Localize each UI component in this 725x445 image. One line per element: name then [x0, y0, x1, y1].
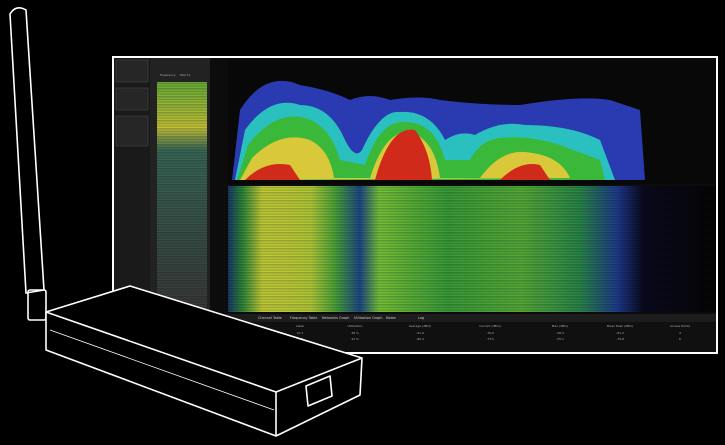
column-header: Average (dBm) — [409, 324, 432, 328]
column-header: Mean Peak (dBm) — [607, 324, 633, 328]
tab[interactable]: Channel Table — [258, 316, 282, 320]
table-cell: Ch 1 — [297, 331, 304, 335]
device-card — [115, 115, 149, 147]
tab[interactable]: Networks Graph — [322, 316, 349, 320]
table-cell: 38 % — [351, 331, 359, 335]
tab[interactable]: Frequency Table — [290, 316, 317, 320]
tab[interactable]: Log — [418, 316, 424, 320]
spectrum-density — [232, 80, 645, 180]
column-header: Max (dBm) — [552, 324, 568, 328]
column-header: Access Points — [670, 324, 691, 328]
table-cell: -55.1 — [556, 337, 564, 341]
table-cell: -76.0 — [486, 331, 494, 335]
table-cell: -73.5 — [486, 337, 494, 341]
table-cell: -58.3 — [556, 331, 564, 335]
tab-bar — [114, 314, 716, 322]
column-header: Utilization — [347, 324, 362, 328]
device-card — [115, 87, 149, 111]
tab[interactable]: Utilization Graph — [354, 316, 382, 320]
table-cell: -81.2 — [616, 331, 624, 335]
table-cell: 4 — [679, 331, 681, 335]
table-cell: -79.8 — [616, 337, 624, 341]
frequency-value: 802.11 — [180, 73, 191, 77]
table-cell: -89.4 — [416, 337, 424, 341]
column-header: Label — [296, 324, 304, 328]
antenna — [9, 6, 47, 321]
table-cell: -91.6 — [416, 331, 424, 335]
frequency-label: Frequency — [160, 73, 176, 77]
device-card — [115, 59, 149, 83]
usb-dongle — [45, 285, 363, 437]
tab[interactable]: Notes — [386, 316, 396, 320]
table-cell: 44 % — [351, 337, 359, 341]
column-header: Current (dBm) — [479, 324, 500, 328]
table-cell: 6 — [679, 337, 681, 341]
app-window: Frequency 802.11 Channel Table Frequency … — [112, 56, 718, 354]
